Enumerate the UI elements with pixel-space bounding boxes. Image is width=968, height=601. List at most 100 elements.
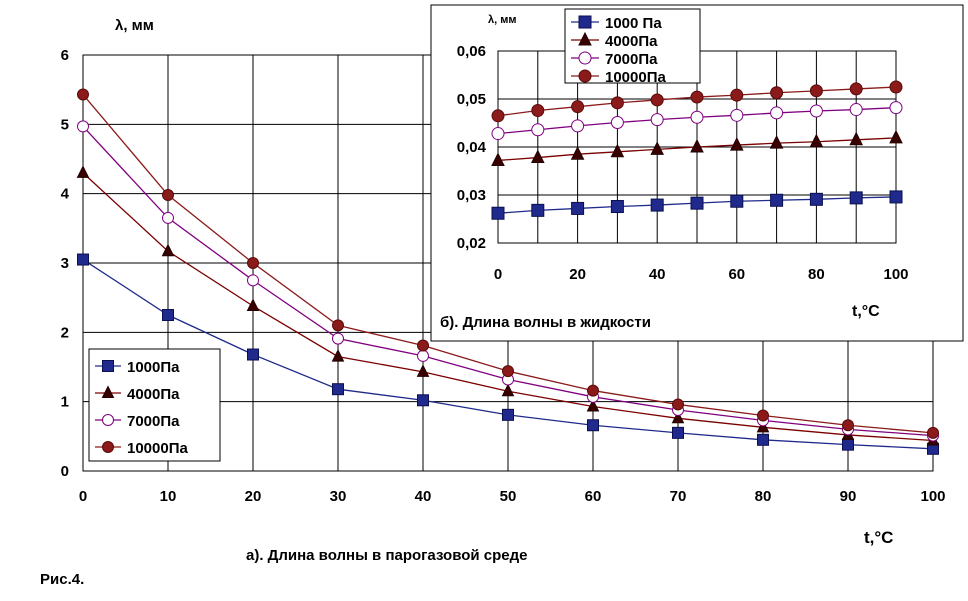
chart-b-data-point bbox=[531, 123, 545, 137]
chart-b-data-point bbox=[769, 135, 784, 149]
chart-b-legend-marker bbox=[578, 31, 592, 46]
chart-a-data-point bbox=[671, 410, 685, 424]
chart-a-data-point bbox=[247, 274, 259, 287]
chart-b-data-point bbox=[690, 90, 704, 104]
chart-b-data-point bbox=[571, 100, 585, 114]
chart-b-data-point bbox=[650, 93, 664, 107]
chart-b-data-point bbox=[690, 110, 704, 124]
chart-b-legend-label: 7000Па bbox=[605, 51, 658, 68]
chart-a-x-tick-label: 50 bbox=[500, 488, 517, 505]
chart-b-x-tick-label: 80 bbox=[808, 266, 825, 283]
chart-a-legend-marker bbox=[102, 360, 114, 372]
chart-b-data-point bbox=[531, 104, 545, 118]
chart-a-data-point bbox=[247, 348, 259, 361]
chart-b-data-point bbox=[849, 82, 863, 96]
chart-a-data-point bbox=[416, 364, 430, 377]
chart-b-data-point bbox=[849, 131, 864, 146]
chart-b-data-point bbox=[730, 194, 744, 208]
chart-b-y-tick-label: 0,02 bbox=[457, 235, 486, 252]
chart-b-data-point bbox=[770, 106, 784, 120]
chart-a-legend-marker bbox=[101, 385, 115, 398]
chart-a-data-point bbox=[77, 120, 89, 133]
chart-b-data-point bbox=[889, 129, 903, 144]
chart-a-data-point bbox=[587, 419, 599, 432]
chart-a-data-point bbox=[417, 394, 429, 407]
chart-a-legend-marker bbox=[102, 414, 114, 426]
chart-a-data-point bbox=[246, 298, 260, 311]
chart-b-data-point bbox=[889, 190, 903, 204]
chart-b-data-point bbox=[491, 152, 505, 166]
figure-label: Рис.4. bbox=[40, 571, 84, 588]
chart-b-x-tick-label: 40 bbox=[649, 266, 666, 283]
chart-b-data-point bbox=[809, 104, 823, 118]
chart-a-title: а). Длина волны в парогазовой среде bbox=[246, 547, 527, 564]
chart-b-data-point bbox=[530, 149, 545, 164]
chart-a-x-tick-label: 20 bbox=[245, 488, 262, 505]
chart-b-data-point bbox=[571, 119, 585, 133]
chart-b-data-point bbox=[809, 133, 824, 148]
chart-a-x-tick-label: 100 bbox=[920, 488, 945, 505]
chart-a-data-point bbox=[501, 383, 515, 397]
chart-a-data-point bbox=[332, 319, 344, 332]
chart-a-y-tick-label: 1 bbox=[61, 394, 69, 411]
chart-b-title: б). Длина волны в жидкости bbox=[440, 314, 651, 331]
chart-a-data-point bbox=[332, 383, 344, 396]
chart-a-legend-label: 1000Па bbox=[127, 359, 180, 376]
chart-a-x-axis-label: t,°C bbox=[864, 528, 893, 547]
chart-b-data-point bbox=[650, 141, 665, 155]
chart-a-y-tick-label: 0 bbox=[61, 463, 69, 480]
chart-a-y-tick-label: 2 bbox=[61, 324, 69, 341]
chart-b-legend-marker bbox=[578, 69, 592, 83]
chart-a-data-point bbox=[502, 365, 514, 378]
chart-b-data-point bbox=[849, 103, 863, 117]
chart-b-data-point bbox=[770, 86, 784, 100]
chart-b-data-point bbox=[809, 84, 823, 98]
chart-b-legend-label: 1000 Па bbox=[605, 15, 662, 32]
chart-b-legend-label: 10000Па bbox=[605, 69, 666, 86]
chart-a-legend-label: 4000Па bbox=[127, 386, 180, 403]
chart-a-data-point bbox=[672, 398, 684, 411]
chart-a-y-tick-label: 3 bbox=[61, 255, 69, 272]
chart-b: 0,02 0,03 0,04 0,05 0,06 0 20 40 60 80 100 λ, мм t,°… bbox=[440, 8, 909, 331]
chart-a-data-point bbox=[77, 253, 89, 266]
chart-b-legend-marker bbox=[578, 15, 592, 29]
chart-b-y-tick-label: 0,03 bbox=[457, 187, 486, 204]
chart-b-data-point bbox=[491, 109, 505, 123]
chart-a-data-point bbox=[842, 419, 854, 432]
chart-b-data-point bbox=[571, 201, 585, 215]
chart-a-data-point bbox=[162, 309, 174, 321]
chart-b-x-tick-label: 20 bbox=[569, 266, 586, 283]
chart-b-data-point bbox=[730, 108, 744, 122]
chart-b-data-point bbox=[610, 143, 625, 158]
chart-a-data-point bbox=[162, 189, 174, 202]
chart-b-data-point bbox=[889, 101, 903, 115]
chart-b-data-point bbox=[690, 138, 704, 153]
chart-a-y-axis-label: λ, мм bbox=[115, 17, 154, 34]
chart-a-data-point bbox=[77, 88, 89, 101]
chart-a-data-point bbox=[331, 348, 345, 362]
chart-b-data-point bbox=[809, 192, 823, 206]
chart-a-x-tick-label: 80 bbox=[755, 488, 772, 505]
chart-b-data-point bbox=[690, 196, 704, 210]
chart-b-data-point bbox=[491, 206, 505, 220]
chart-a-x-tick-label: 90 bbox=[840, 488, 857, 505]
chart-a-data-point bbox=[842, 438, 854, 451]
chart-a-data-point bbox=[757, 433, 769, 446]
chart-b-data-point bbox=[531, 203, 545, 217]
chart-a-x-tick-label: 40 bbox=[415, 488, 432, 505]
chart-a-legend-label: 10000Па bbox=[127, 440, 188, 457]
chart-b-data-point bbox=[650, 113, 664, 127]
chart-a-data-point bbox=[587, 384, 599, 397]
chart-b-data-point bbox=[770, 193, 784, 207]
chart-b-legend-marker bbox=[578, 51, 592, 65]
chart-b-x-tick-label: 0 bbox=[494, 266, 502, 283]
chart-a-x-tick-label: 30 bbox=[330, 488, 347, 505]
chart-a-x-tick-label: 10 bbox=[160, 488, 177, 505]
chart-a-y-tick-label: 6 bbox=[61, 47, 69, 64]
chart-a-y-tick-label: 4 bbox=[61, 186, 70, 203]
chart-a-y-tick-label: 5 bbox=[61, 116, 69, 133]
chart-a-data-point bbox=[757, 409, 769, 422]
chart-b-data-point bbox=[610, 116, 624, 130]
